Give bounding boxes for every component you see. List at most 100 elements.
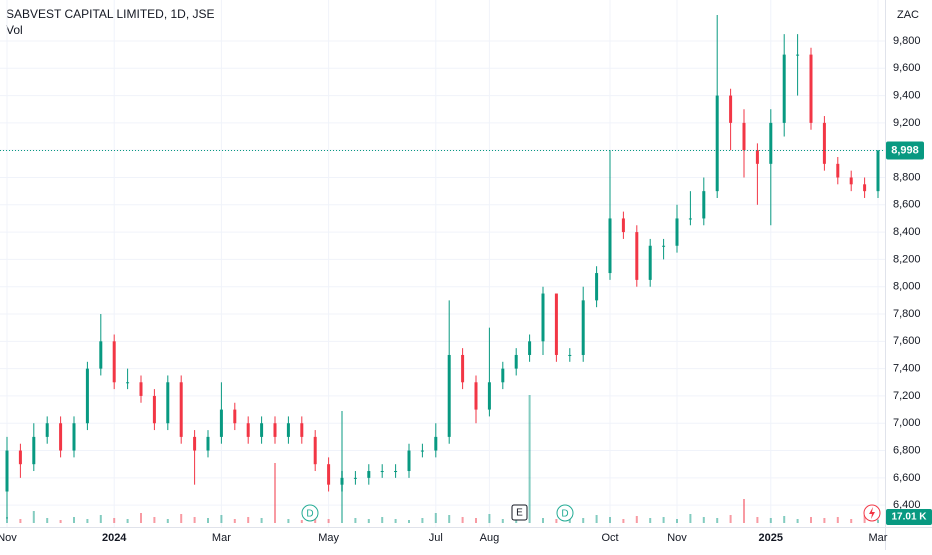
volume-bar <box>408 520 410 523</box>
event-circle[interactable] <box>556 504 574 522</box>
volume-bar <box>327 519 330 523</box>
volume-bar <box>247 517 250 523</box>
candle-body <box>166 382 170 424</box>
y-tick-label: 8,600 <box>893 199 921 211</box>
volume-bar <box>689 514 692 523</box>
volume-bar <box>153 517 156 523</box>
candle-body <box>554 293 558 355</box>
currency[interactable]: ZAC <box>897 9 919 21</box>
volume-bar <box>769 518 772 523</box>
y-tick-label: 8,200 <box>893 253 921 265</box>
candle-body <box>246 423 250 437</box>
y-tick-label: 7,400 <box>893 363 921 375</box>
x-tick-label: Nov <box>0 532 17 544</box>
volume-bar <box>702 517 705 523</box>
candle-body <box>18 450 22 465</box>
volume-bar <box>635 516 638 523</box>
y-tick-label: 6,600 <box>893 472 921 484</box>
x-tick-label: Mar <box>212 532 231 544</box>
volume-bar <box>140 513 142 523</box>
volume-bar <box>274 463 276 523</box>
candle-body <box>621 218 625 233</box>
candle-body <box>447 354 451 437</box>
volume-bar <box>528 395 531 523</box>
volume-bar <box>220 515 223 523</box>
candle-body <box>420 450 424 452</box>
volume-bar <box>59 520 62 523</box>
candle-body <box>286 423 290 437</box>
event-label: D <box>561 509 568 520</box>
last-volume-label: 17.01 K <box>891 512 927 523</box>
chart-title: SABVEST CAPITAL LIMITED, 1D, JSE <box>6 7 215 21</box>
candle-body <box>876 150 880 192</box>
volume-bar <box>19 519 22 523</box>
candle-body <box>675 218 679 246</box>
candle-body <box>380 471 384 473</box>
x-tick-label: Aug <box>480 532 500 544</box>
volume-bar <box>207 518 209 523</box>
candle-body <box>260 423 264 437</box>
volume-bar <box>341 411 343 523</box>
last-volume-box <box>886 509 932 525</box>
event-markers: D E D <box>301 504 881 522</box>
volume-bar <box>488 514 491 523</box>
y-tick-label: 6,800 <box>893 444 921 456</box>
volume-bar <box>99 515 102 523</box>
candle-body <box>313 436 317 465</box>
candle-body <box>32 436 36 465</box>
candle-body <box>5 450 9 492</box>
x-tick-label: Mar <box>869 532 888 544</box>
x-tick-label: 2024 <box>102 532 127 544</box>
candle-body <box>662 245 666 247</box>
y-tick-label: 7,800 <box>893 308 921 320</box>
candle-body <box>769 122 773 164</box>
candle-body <box>126 382 130 384</box>
x-tick-label: Nov <box>667 532 687 544</box>
candle-body <box>595 273 599 301</box>
volume-bar <box>233 519 236 523</box>
candle-body <box>635 232 639 280</box>
candle-body <box>327 464 331 485</box>
event-circle[interactable] <box>301 504 319 522</box>
volume-bar <box>716 518 719 523</box>
volume-bar <box>609 517 611 523</box>
volume-bar <box>756 517 759 523</box>
candle-body <box>581 300 585 355</box>
candle-body <box>729 95 733 123</box>
candle-body <box>434 436 438 451</box>
candle-body <box>45 423 49 437</box>
volume-bar <box>193 517 196 523</box>
volume-bar <box>73 517 75 523</box>
candle-body <box>822 122 826 164</box>
candle-body <box>219 409 223 437</box>
volume-bar <box>180 514 183 523</box>
volume-bar <box>836 517 839 523</box>
y-tick-label: 9,400 <box>893 89 921 101</box>
candle-body <box>152 395 156 424</box>
event-box[interactable] <box>511 504 528 521</box>
candle-body <box>541 293 545 342</box>
volume-bar <box>823 518 826 523</box>
candle-body <box>809 54 813 123</box>
candle-body <box>849 177 853 185</box>
volume-bar <box>434 513 437 523</box>
candle-body <box>648 245 652 280</box>
candle-body <box>755 150 759 164</box>
y-tick-label: 7,000 <box>893 417 921 429</box>
y-tick-label: 8,800 <box>893 171 921 183</box>
volume-bar <box>810 517 812 523</box>
volume-bar <box>113 518 116 523</box>
alert-bolt <box>869 507 875 519</box>
candle-body <box>112 341 116 383</box>
candle-body <box>179 382 183 437</box>
candle-body <box>59 423 63 451</box>
volume-bar <box>662 517 665 523</box>
volume-bar <box>863 515 866 523</box>
volume-bar <box>475 518 477 523</box>
candle-body <box>528 341 532 355</box>
x-tick-label: 2025 <box>759 532 783 544</box>
candle-body <box>608 218 612 274</box>
volume-bar <box>877 519 879 523</box>
